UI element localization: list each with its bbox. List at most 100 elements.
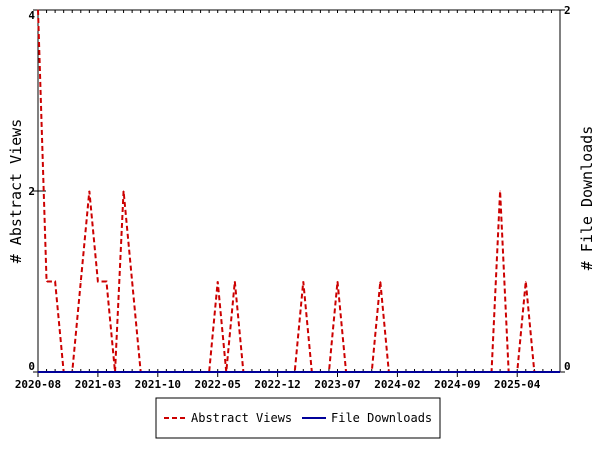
data-point-abstract-views xyxy=(302,281,304,282)
data-point-abstract-views xyxy=(46,281,48,282)
x-tick-label: 2021-10 xyxy=(135,378,181,391)
data-point-file-downloads xyxy=(516,371,518,373)
data-point-file-downloads xyxy=(225,371,227,373)
data-point-file-downloads xyxy=(405,371,407,373)
data-point-file-downloads xyxy=(140,371,142,373)
data-point-file-downloads xyxy=(242,371,244,373)
data-point-file-downloads xyxy=(388,371,390,373)
x-tick-label: 2024-09 xyxy=(434,378,480,391)
data-point-abstract-views xyxy=(499,190,501,192)
data-point-abstract-views xyxy=(234,281,236,282)
data-point-file-downloads xyxy=(559,371,561,373)
data-point-file-downloads xyxy=(311,371,313,373)
data-point-file-downloads xyxy=(491,371,493,373)
series-layer xyxy=(37,9,561,373)
data-point-file-downloads xyxy=(328,371,330,373)
x-tick-label: 2021-03 xyxy=(75,378,121,391)
data-point-file-downloads xyxy=(379,371,381,373)
data-point-abstract-views xyxy=(88,190,90,192)
data-point-file-downloads xyxy=(191,371,193,373)
tick-layer: 2020-08 2021-03 2021-10 2022-05 2022-12 2023-… xyxy=(15,4,571,391)
data-point-abstract-views xyxy=(54,281,56,282)
data-point-file-downloads xyxy=(131,371,133,373)
data-point-file-downloads xyxy=(46,371,48,373)
data-point-file-downloads xyxy=(200,371,202,373)
data-point-abstract-views xyxy=(80,281,82,282)
data-point-file-downloads xyxy=(499,371,501,373)
legend-box xyxy=(155,397,441,439)
data-point-file-downloads xyxy=(302,371,304,373)
data-point-abstract-views xyxy=(123,190,125,192)
data-point-file-downloads xyxy=(448,371,450,373)
data-point-file-downloads xyxy=(97,371,99,373)
data-point-abstract-views xyxy=(525,281,527,282)
data-point-abstract-views xyxy=(131,281,133,282)
data-point-file-downloads xyxy=(105,371,107,373)
data-point-file-downloads xyxy=(277,371,279,373)
data-point-file-downloads xyxy=(251,371,253,373)
data-point-file-downloads xyxy=(217,371,219,373)
x-tick-label: 2023-07 xyxy=(314,378,360,391)
data-point-file-downloads xyxy=(533,371,535,373)
legend-label-abstract-views: Abstract Views xyxy=(191,411,292,425)
left-y-tick-label: 4 xyxy=(28,9,35,22)
data-point-file-downloads xyxy=(157,371,159,373)
data-point-file-downloads xyxy=(319,371,321,373)
right-axis-title: # File Downloads xyxy=(578,126,596,271)
x-tick-label: 2020-08 xyxy=(15,378,61,391)
data-point-file-downloads xyxy=(482,371,484,373)
data-point-file-downloads xyxy=(354,371,356,373)
data-point-file-downloads xyxy=(148,371,150,373)
data-point-file-downloads xyxy=(37,371,39,373)
data-point-file-downloads xyxy=(174,371,176,373)
data-point-file-downloads xyxy=(114,371,116,373)
x-tick-label: 2022-12 xyxy=(254,378,300,391)
data-point-file-downloads xyxy=(123,371,125,373)
x-tick-label: 2024-02 xyxy=(374,378,420,391)
data-point-file-downloads xyxy=(371,371,373,373)
data-point-file-downloads xyxy=(294,371,296,373)
legend: Abstract Views File Downloads xyxy=(155,397,441,439)
left-axis-title: # Abstract Views xyxy=(7,119,25,264)
data-point-file-downloads xyxy=(422,371,424,373)
data-point-file-downloads xyxy=(80,371,82,373)
data-point-file-downloads xyxy=(362,371,364,373)
data-point-file-downloads xyxy=(473,371,475,373)
data-point-file-downloads xyxy=(414,371,416,373)
data-point-file-downloads xyxy=(259,371,261,373)
data-point-abstract-views xyxy=(37,9,39,11)
data-point-file-downloads xyxy=(550,371,552,373)
left-y-tick-label: 2 xyxy=(28,185,35,198)
data-point-file-downloads xyxy=(234,371,236,373)
data-point-abstract-views xyxy=(105,281,107,282)
data-point-file-downloads xyxy=(71,371,73,373)
data-point-abstract-views xyxy=(379,281,381,282)
x-tick-label: 2025-04 xyxy=(494,378,541,391)
data-point-file-downloads xyxy=(542,371,544,373)
right-y-tick-label: 0 xyxy=(564,360,571,373)
data-point-file-downloads xyxy=(439,371,441,373)
data-point-file-downloads xyxy=(508,371,510,373)
data-point-abstract-views xyxy=(217,281,219,282)
data-point-file-downloads xyxy=(337,371,339,373)
data-point-file-downloads xyxy=(63,371,65,373)
data-point-file-downloads xyxy=(54,371,56,373)
data-point-file-downloads xyxy=(456,371,458,373)
data-point-file-downloads xyxy=(525,371,527,373)
data-point-file-downloads xyxy=(268,371,270,373)
legend-label-file-downloads: File Downloads xyxy=(331,411,432,425)
x-tick-label: 2022-05 xyxy=(195,378,241,391)
data-point-file-downloads xyxy=(165,371,167,373)
data-point-file-downloads xyxy=(88,371,90,373)
data-point-file-downloads xyxy=(285,371,287,373)
data-point-file-downloads xyxy=(396,371,398,373)
data-point-abstract-views xyxy=(337,281,339,282)
data-point-abstract-views xyxy=(97,281,99,282)
left-y-tick-label: 0 xyxy=(28,360,35,373)
right-y-tick-label: 2 xyxy=(564,4,571,17)
data-point-file-downloads xyxy=(465,371,467,373)
series-line-abstract-views xyxy=(37,9,560,373)
data-point-file-downloads xyxy=(345,371,347,373)
